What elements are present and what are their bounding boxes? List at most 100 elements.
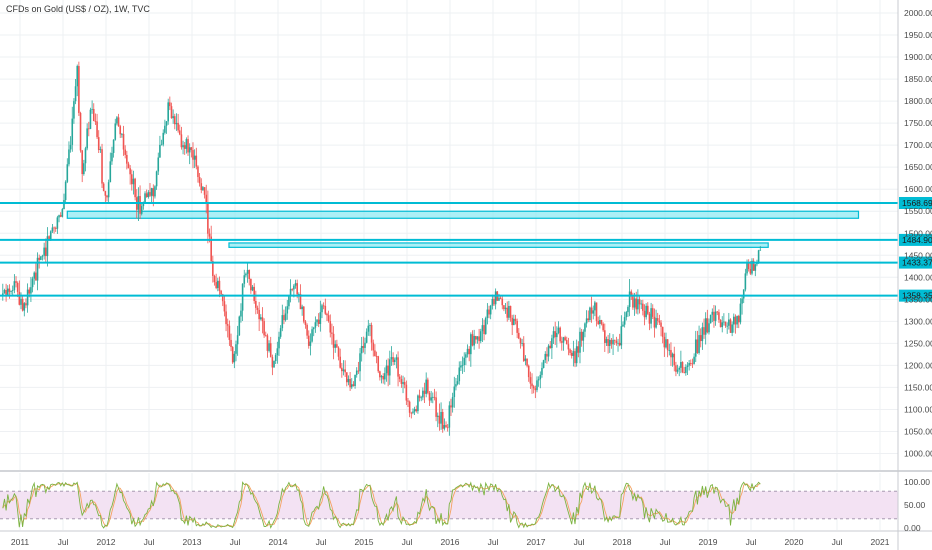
candle-body [241, 283, 244, 311]
candle-body [236, 335, 239, 345]
candle-body [92, 108, 95, 122]
candle-body [380, 376, 383, 378]
stoch-tick-label: 0.00 [904, 523, 921, 533]
candle-body [145, 193, 148, 198]
candle-body [643, 310, 646, 318]
candle-body [637, 299, 639, 310]
candle-body [708, 323, 710, 333]
candle-body [127, 163, 130, 169]
candle-body [688, 363, 690, 366]
time-tick-label: 2013 [183, 537, 202, 547]
candle-body [217, 280, 219, 288]
candle-body [187, 139, 189, 153]
candle-body [397, 357, 399, 377]
time-tick-label: 2014 [269, 537, 288, 547]
candle-body [385, 365, 388, 374]
candle-body [579, 331, 581, 353]
candle-body [461, 365, 464, 366]
candle-body [671, 353, 674, 358]
candle-body [655, 318, 657, 328]
candle-body [663, 336, 666, 348]
level-price-label: 1358.35 [902, 291, 932, 301]
candle-body [152, 188, 155, 197]
candle-body [645, 305, 647, 318]
candle-body [319, 312, 322, 324]
candle-body [76, 66, 79, 87]
candle-body [342, 369, 345, 372]
candle-body [296, 283, 298, 295]
candle-body [698, 335, 700, 353]
candle-body [494, 291, 497, 305]
candle-body [450, 405, 452, 408]
candle-body [269, 343, 272, 357]
candle-body [471, 334, 474, 346]
chart-title: CFDs on Gold (US$ / OZ), 1W, TVC [6, 4, 150, 14]
price-tick-label: 1550.00 [904, 206, 932, 216]
candle-body [417, 395, 419, 412]
candle-body [59, 215, 62, 217]
candle-body [129, 168, 131, 175]
candle-body [572, 351, 575, 356]
candle-body [49, 231, 52, 241]
candle-body [524, 358, 527, 361]
candle-body [346, 372, 348, 383]
candle-body [210, 236, 212, 262]
candle-body [706, 318, 709, 333]
candle-body [370, 325, 373, 343]
candle-body [691, 363, 694, 365]
candle-body [303, 306, 305, 322]
candle-body [650, 308, 652, 324]
candle-body [78, 66, 80, 113]
candle-body [35, 272, 37, 281]
candle-body [223, 301, 226, 312]
candle-body [332, 333, 335, 348]
candle-body [488, 309, 490, 315]
candle-body [473, 335, 475, 346]
candle-body [155, 171, 158, 187]
candle-body [400, 379, 403, 384]
candle-body [134, 178, 136, 198]
candle-body [628, 291, 631, 308]
candle-body [101, 149, 103, 184]
candle-body [690, 363, 692, 364]
candle-body [1, 293, 4, 295]
candle-body [678, 367, 681, 370]
candle-body [402, 382, 404, 384]
candle-body [746, 263, 748, 274]
price-tick-label: 1800.00 [904, 96, 932, 106]
candle-body [615, 340, 618, 344]
candle-body [478, 336, 480, 342]
time-tick-label: Jul [402, 537, 413, 547]
candle-body [564, 337, 566, 341]
candle-body [355, 370, 358, 375]
candle-body [324, 305, 327, 314]
candle-body [233, 353, 236, 363]
candle-body [215, 282, 217, 288]
price-tick-label: 1350.00 [904, 294, 932, 304]
candle-body [131, 174, 133, 185]
candle-body [625, 312, 628, 318]
candle-body [519, 338, 522, 344]
candle-body [268, 343, 270, 351]
candle-body [415, 409, 418, 412]
candle-body [170, 106, 173, 119]
candle-body [618, 342, 621, 346]
candle-body [569, 349, 571, 353]
candle-body [666, 339, 669, 351]
candle-body [213, 275, 216, 283]
candle-body [195, 155, 198, 167]
candle-body [542, 360, 545, 368]
candle-body [112, 139, 115, 153]
candle-body [341, 367, 343, 372]
candle-body [25, 303, 27, 306]
candle-body [284, 313, 287, 321]
price-tick-label: 1150.00 [904, 382, 932, 392]
candle-body [377, 356, 380, 372]
candle-body [360, 346, 363, 354]
candle-body [126, 154, 128, 164]
candle-body [648, 313, 651, 324]
candle-body [632, 295, 634, 308]
levels: 1568.69 1484.90 1433.37 1358.35 [0, 196, 932, 302]
candle-body [169, 102, 171, 107]
